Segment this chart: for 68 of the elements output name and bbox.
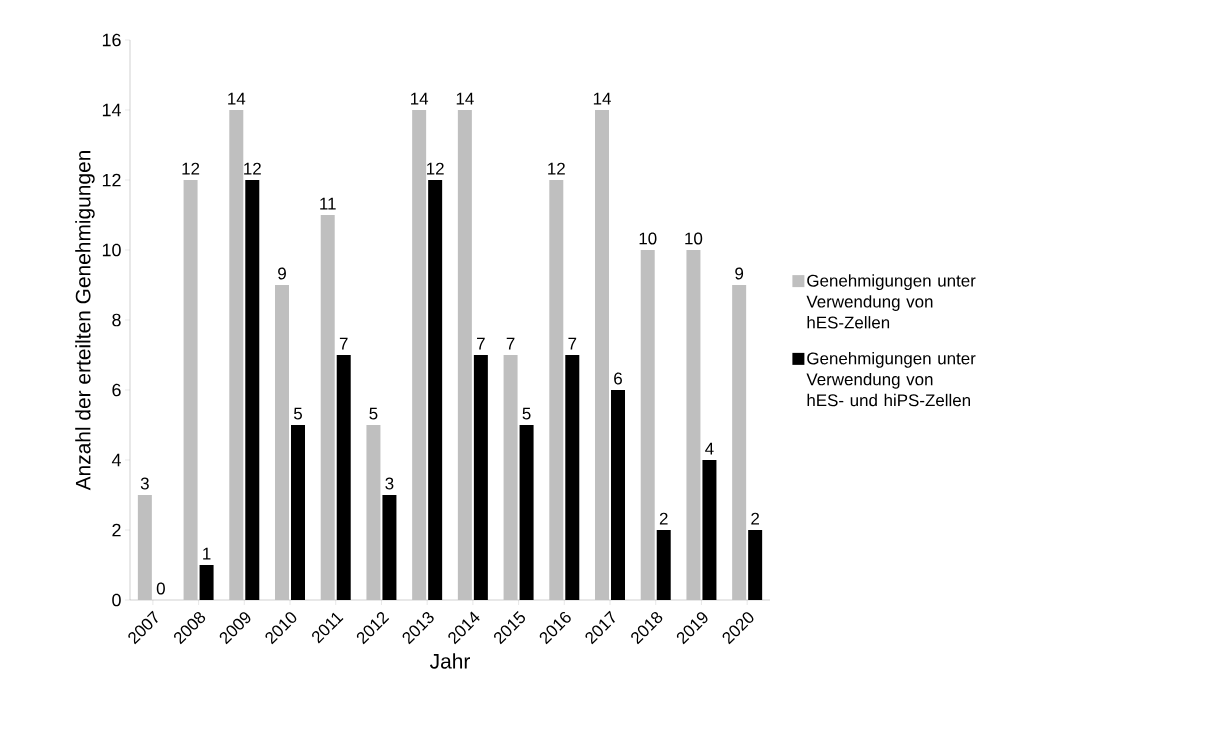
bar <box>320 215 335 600</box>
data-label: 9 <box>278 267 286 280</box>
bar <box>275 285 289 600</box>
data-label: 11 <box>320 197 336 210</box>
bar <box>183 179 198 600</box>
y-tick-label: 14 <box>102 103 121 117</box>
bar <box>686 250 701 600</box>
data-label: 7 <box>477 337 485 350</box>
bar <box>595 109 610 600</box>
data-label: 14 <box>456 92 474 105</box>
data-label: 1 <box>203 547 211 560</box>
y-tick-label: 8 <box>112 313 121 327</box>
bar <box>748 530 763 600</box>
data-label: 0 <box>156 582 165 595</box>
bar <box>457 109 472 600</box>
bar <box>503 355 518 600</box>
bar <box>565 355 580 600</box>
bar <box>611 390 626 600</box>
y-tick-label: 0 <box>112 593 121 607</box>
x-axis-title: Jahr <box>429 653 471 669</box>
bar <box>382 495 397 600</box>
data-label: 6 <box>614 372 622 385</box>
data-label: 12 <box>182 162 200 175</box>
y-tick-label: 2 <box>112 523 121 537</box>
data-label: 5 <box>522 407 531 420</box>
data-label: 12 <box>427 162 444 175</box>
data-label: 7 <box>568 337 577 350</box>
y-tick-label: 6 <box>112 383 121 397</box>
bar <box>732 285 747 600</box>
data-label: 10 <box>639 232 657 245</box>
bar <box>199 565 214 600</box>
bar <box>366 425 381 600</box>
data-label: 2 <box>751 512 759 525</box>
data-label: 4 <box>705 442 714 455</box>
bar <box>336 355 351 600</box>
data-label: 12 <box>244 162 261 175</box>
data-label: 10 <box>685 232 703 245</box>
data-label: 5 <box>369 407 378 420</box>
data-label: 3 <box>140 477 149 490</box>
y-tick-label: 4 <box>111 453 121 467</box>
data-label: 2 <box>659 512 668 525</box>
bar <box>229 109 244 600</box>
data-label: 14 <box>228 92 246 105</box>
data-label: 7 <box>506 337 515 350</box>
data-label: 14 <box>593 92 611 105</box>
y-tick-label: 10 <box>102 243 121 257</box>
bar <box>428 179 443 600</box>
bar <box>656 530 671 600</box>
data-label: 14 <box>411 92 429 105</box>
bar <box>519 425 534 600</box>
bar <box>473 355 488 600</box>
bar <box>702 460 717 600</box>
data-label: 3 <box>385 477 394 490</box>
bar <box>137 495 152 600</box>
y-tick-label: 16 <box>102 33 121 47</box>
bar <box>549 179 564 600</box>
legend-label: Genehmigungen unter Verwendung von hES-Zellen <box>806 274 976 329</box>
data-label: 12 <box>548 162 565 175</box>
legend-label: Genehmigungen unter Verwendung von hES- und hiPS-Zellen <box>806 352 976 407</box>
y-tick-label: 12 <box>102 173 121 187</box>
data-label: 9 <box>735 267 744 280</box>
bar <box>412 109 427 600</box>
bar <box>245 179 260 600</box>
data-label: 5 <box>293 407 302 420</box>
bar <box>291 425 305 600</box>
y-axis-title: Anzahl der erteilten Genehmigungen <box>75 151 95 491</box>
data-label: 7 <box>339 337 348 350</box>
bar <box>640 250 655 600</box>
